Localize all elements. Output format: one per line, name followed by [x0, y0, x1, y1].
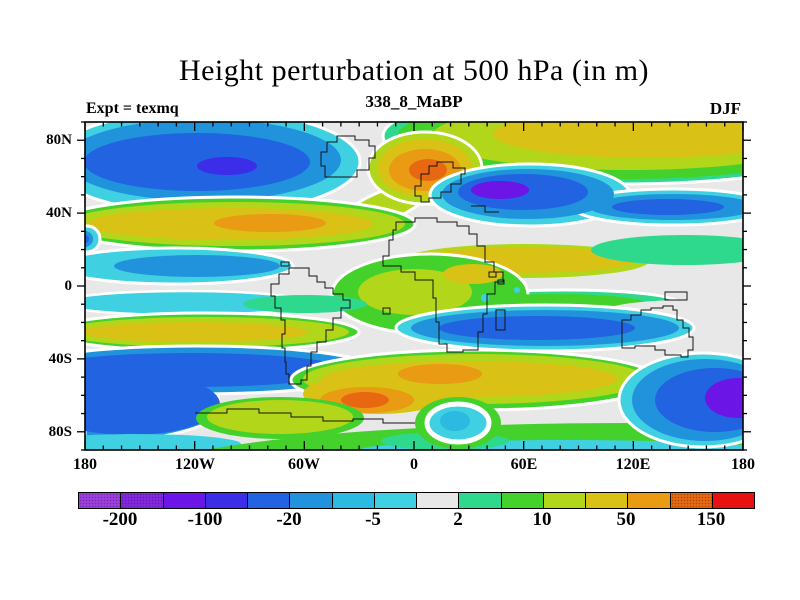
lon-label-0: 0: [410, 456, 418, 473]
coast-scandinavia: [414, 161, 466, 203]
antarctic-cyan-eye: [415, 397, 501, 449]
experiment-label: Expt = texmq: [86, 100, 179, 117]
coast-caspian: [471, 205, 499, 213]
lon-label-180w: 180: [73, 456, 97, 473]
colorbar-label-2: -100: [187, 509, 223, 530]
colorbar-segment: [205, 493, 248, 508]
colorbar-label-4: -5: [365, 509, 381, 530]
colorbar-segment: [712, 493, 754, 508]
north-pacific-low: [85, 122, 362, 216]
colorbar-segment: [121, 493, 164, 508]
colorbar-segment: [374, 493, 417, 508]
colorbar-segment: [332, 493, 375, 508]
chart-subtitle: 338_8_MaBP: [365, 92, 463, 111]
colorbar-segment: [459, 493, 502, 508]
colorbar-label-6: 10: [532, 509, 552, 530]
lat-label-40n: 40N: [46, 205, 72, 221]
coast-australia: [621, 305, 694, 358]
coast-madagascar: [495, 309, 506, 331]
coastlines: [195, 135, 694, 424]
season-label: DJF: [709, 99, 741, 118]
ross-sea-low: [617, 351, 743, 449]
colorbar-segment: [79, 493, 122, 508]
equatorial-pacific-low: [85, 224, 295, 286]
coast-africa: [382, 217, 504, 353]
lat-label-80s: 80S: [48, 424, 72, 440]
chart-title: Height perturbation at 500 hPa (in m): [178, 54, 650, 87]
sh-equatorial-band: [85, 289, 367, 317]
colorbar-segment: [586, 493, 629, 508]
contour-fill-layers: [85, 122, 743, 450]
coast-south-america: [270, 267, 351, 385]
lat-label-40s: 40S: [48, 351, 72, 367]
coast-islands: [280, 261, 505, 315]
colorbar-segment: [501, 493, 544, 508]
colorbar-segment: [248, 493, 291, 508]
colorbar-segment: [543, 493, 586, 508]
lat-label-80n: 80N: [46, 132, 72, 148]
coast-antarctica: [195, 408, 415, 424]
colorbar-segment: [628, 493, 671, 508]
colorbar-label-3: -20: [276, 509, 302, 530]
lon-label-60e: 60E: [510, 456, 538, 473]
lon-label-180e: 180: [731, 456, 755, 473]
coast-new-guinea: [664, 291, 688, 301]
lon-label-120w: 120W: [175, 456, 215, 473]
lon-label-120e: 120E: [615, 456, 651, 473]
colorbar-label-8: 150: [696, 509, 726, 530]
plot-frame: [84, 121, 744, 451]
colorbar-segment: [163, 493, 206, 508]
coast-greenland: [320, 135, 376, 178]
colorbar-label-7: 50: [616, 509, 636, 530]
lon-label-60w: 60W: [288, 456, 320, 473]
arctic-positive-band: [381, 122, 743, 186]
colorbar-segment: [417, 493, 460, 508]
lat-label-0: 0: [64, 278, 73, 294]
colorbar-segments: [79, 493, 754, 508]
colorbar-segment: [670, 493, 713, 508]
contour-map: [77, 121, 751, 451]
colorbar-label-1: -200: [102, 509, 138, 530]
colorbar-segment: [290, 493, 333, 508]
colorbar: [78, 492, 755, 509]
colorbar-label-5: 2: [453, 509, 463, 530]
